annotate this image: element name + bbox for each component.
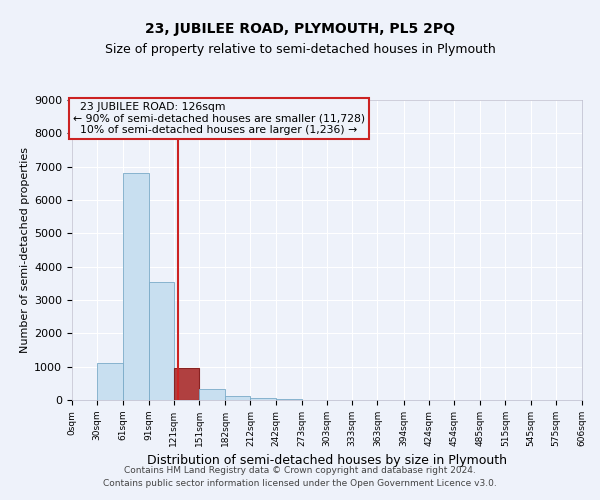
Bar <box>149 282 174 400</box>
Text: 23, JUBILEE ROAD, PLYMOUTH, PL5 2PQ: 23, JUBILEE ROAD, PLYMOUTH, PL5 2PQ <box>145 22 455 36</box>
Bar <box>174 368 199 400</box>
Text: Size of property relative to semi-detached houses in Plymouth: Size of property relative to semi-detach… <box>104 42 496 56</box>
Bar <box>275 399 302 400</box>
Bar <box>199 390 225 400</box>
Bar <box>250 398 275 400</box>
Text: 23 JUBILEE ROAD: 126sqm  
← 90% of semi-detached houses are smaller (11,728)
  1: 23 JUBILEE ROAD: 126sqm ← 90% of semi-de… <box>73 102 365 135</box>
Bar <box>124 174 149 400</box>
Bar <box>97 364 124 400</box>
Bar <box>225 396 250 400</box>
X-axis label: Distribution of semi-detached houses by size in Plymouth: Distribution of semi-detached houses by … <box>147 454 507 468</box>
Text: Contains HM Land Registry data © Crown copyright and database right 2024.
Contai: Contains HM Land Registry data © Crown c… <box>103 466 497 487</box>
Y-axis label: Number of semi-detached properties: Number of semi-detached properties <box>20 147 30 353</box>
